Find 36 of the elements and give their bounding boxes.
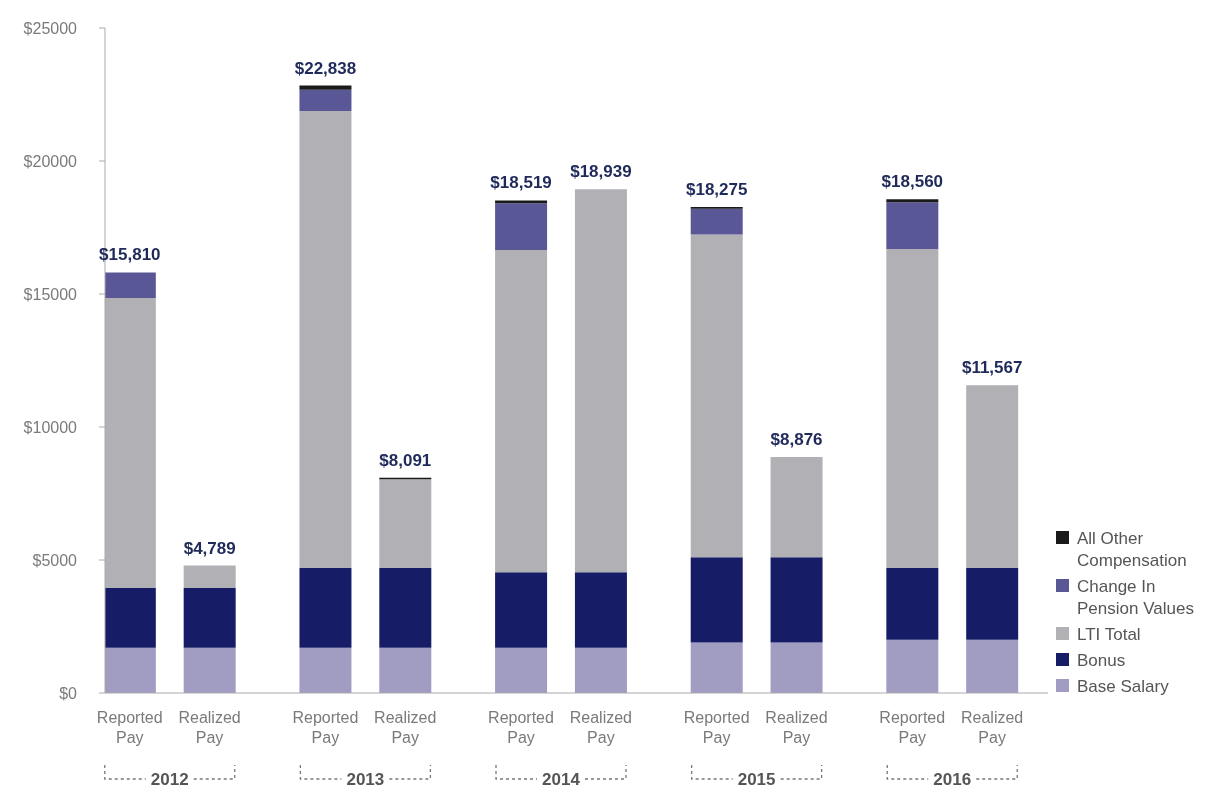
y-tick-label: $0 [59,684,78,702]
text: 2012 [150,770,189,789]
text: 2015 [737,770,776,789]
x-tick-label: Realized Pay [960,709,1024,746]
legend-label: Change In Pension Values [1077,576,1195,620]
total-label: $15,810 [99,245,161,265]
y-tick-label: $5000 [32,551,78,569]
text: 2016 [933,770,972,789]
total-label: $18,275 [685,179,748,199]
y-tick-label: $20000 [23,152,78,170]
y-tick-label: $25000 [23,19,78,37]
total-label: $8,876 [770,429,823,449]
total-label: $4,789 [183,538,236,558]
total-label: $11,567 [961,358,1023,378]
total-label: $22,838 [294,58,357,78]
legend-label: All Other Compensation [1077,528,1188,572]
x-tick-label: Reported Pay [879,709,946,746]
text: 2013 [346,770,385,789]
x-tick-label: Reported Pay [488,709,554,746]
legend-label: LTI Total [1077,624,1141,646]
x-tick-label: Reported Pay [96,709,163,746]
legend-label: Base Salary [1077,676,1169,698]
total-label: $18,519 [490,173,552,193]
text: 2014 [542,770,581,789]
x-tick-label: Realized Pay [765,709,828,746]
x-tick-label: Realized Pay [178,709,241,746]
x-tick-label: Reported Pay [292,709,359,746]
total-label: $18,939 [570,162,632,182]
y-tick-label: $10000 [23,418,78,436]
x-tick-label: Reported Pay [683,709,750,746]
legend-label: Bonus [1077,650,1126,672]
total-label: $18,560 [881,172,944,192]
y-tick-label: $15000 [23,285,78,303]
x-tick-label: Realized Pay [374,709,437,746]
x-tick-label: Realized Pay [569,709,632,746]
total-label: $8,091 [379,450,432,470]
